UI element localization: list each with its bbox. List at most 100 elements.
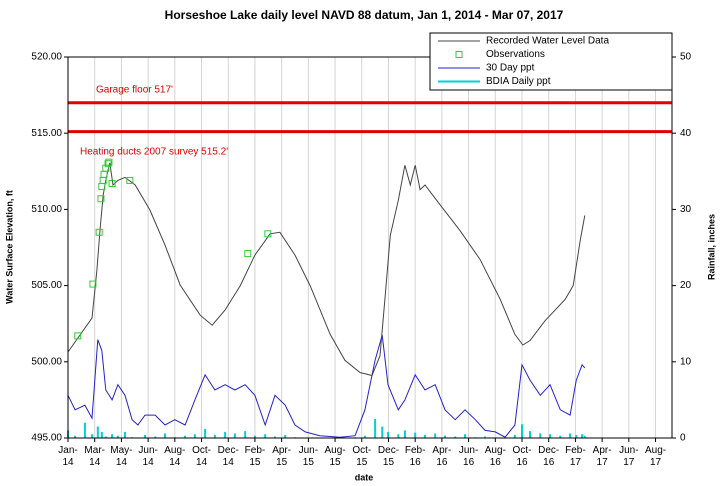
x-tick-label-part: 14	[116, 457, 128, 468]
series-line	[67, 162, 586, 377]
x-tick-label-part: Aug-	[645, 445, 666, 456]
legend-label: BDIA Daily ppt	[486, 76, 551, 87]
x-tick-label-part: Aug-	[324, 445, 345, 456]
x-tick-label-part: Mar-	[84, 445, 105, 456]
x-tick-label: Feb-15	[245, 445, 266, 468]
x-tick-label: Dec-15	[378, 445, 399, 468]
x-tick-label: Feb-17	[565, 445, 586, 468]
observation	[244, 250, 252, 258]
x-tick-label-part: Jun-	[299, 445, 318, 456]
x-tick-label-part: 15	[383, 457, 395, 468]
observation	[74, 332, 82, 340]
x-tick-label-part: Feb-	[245, 445, 266, 456]
x-tick-label: Oct-14	[192, 445, 211, 468]
x-tick-label-part: 15	[356, 457, 368, 468]
x-tick-label-part: 15	[303, 457, 315, 468]
x-tick-label-part: 16	[490, 457, 502, 468]
x-tick-label-part: May-	[110, 445, 132, 456]
x-tick-label-part: Dec-	[538, 445, 559, 456]
y2-tick-label: 30	[680, 204, 692, 215]
x-tick-label: Apr-15	[272, 445, 291, 468]
x-tick-label-part: 17	[597, 457, 609, 468]
annotation: Garage floor 517'	[96, 84, 173, 95]
plot-frame	[67, 56, 673, 439]
y-axis-label: Water Surface Elevation, ft	[4, 190, 14, 304]
x-tick-label-part: 17	[623, 457, 635, 468]
x-tick-label-part: Oct-	[513, 445, 532, 456]
x-tick-label-part: Oct-	[192, 445, 211, 456]
observation	[104, 160, 112, 168]
x-tick-label-part: 16	[516, 457, 528, 468]
x-tick-label-part: Jun-	[619, 445, 638, 456]
x-tick-label-part: Jun-	[138, 445, 157, 456]
y2-tick-label: 50	[680, 52, 692, 63]
x-tick-label: Jun-17	[619, 445, 638, 468]
x-tick-label: Mar-14	[84, 445, 105, 468]
x-tick-label-part: 16	[410, 457, 422, 468]
x-tick-label-part: 16	[543, 457, 555, 468]
x-tick-label: Aug-16	[485, 445, 506, 468]
legend-label: 30 Day ppt	[486, 63, 535, 74]
y2-tick-label: 20	[680, 280, 692, 291]
y-tick-label: 500.00	[31, 356, 62, 367]
x-tick-label-part: Apr-	[432, 445, 451, 456]
x-tick-label-part: 16	[436, 457, 448, 468]
x-tick-label-part: Feb-	[565, 445, 586, 456]
x-tick-label-part: 17	[650, 457, 662, 468]
series-line	[67, 334, 586, 438]
y-tick-label: 510.00	[31, 204, 62, 215]
y-tick-label: 505.00	[31, 280, 62, 291]
y-tick-label: 520.00	[31, 52, 62, 63]
x-tick-label-part: 14	[89, 457, 101, 468]
x-tick-label: Apr-17	[593, 445, 612, 468]
y2-axis-label: Rainfall, inches	[706, 214, 716, 280]
x-tick-label: Oct-15	[352, 445, 371, 468]
x-tick-label: Aug-17	[645, 445, 666, 468]
y2-tick-label: 40	[680, 128, 692, 139]
x-tick-label: Oct-16	[513, 445, 532, 468]
x-tick-label: May-14	[110, 445, 132, 468]
x-tick-label-part: 14	[169, 457, 181, 468]
x-tick-label: Dec-16	[538, 445, 559, 468]
x-tick-label-part: 15	[276, 457, 288, 468]
x-tick-label-part: Apr-	[593, 445, 612, 456]
observation	[264, 230, 272, 238]
x-tick-label-part: 15	[249, 457, 261, 468]
x-tick-label-part: 14	[196, 457, 208, 468]
y-tick-label: 495.00	[31, 433, 62, 444]
x-tick-label: Apr-16	[432, 445, 451, 468]
x-tick-label-part: Apr-	[272, 445, 291, 456]
x-tick-label-part: Aug-	[164, 445, 185, 456]
legend-box	[429, 32, 673, 91]
observation	[89, 280, 97, 288]
annotation: Heating ducts 2007 survey 515.2'	[80, 146, 228, 157]
chart-title: Horseshoe Lake daily level NAVD 88 datum…	[165, 8, 564, 22]
legend-symbol	[455, 51, 463, 58]
observation	[126, 176, 134, 184]
legend-label: Observations	[486, 49, 545, 60]
x-tick-label-part: Dec-	[218, 445, 239, 456]
x-tick-label: Aug-14	[164, 445, 185, 468]
x-tick-label: Aug-15	[324, 445, 345, 468]
x-tick-label-part: 17	[570, 457, 582, 468]
x-tick-label-part: 14	[143, 457, 155, 468]
x-tick-label-part: 14	[62, 457, 74, 468]
y-tick-label: 515.00	[31, 128, 62, 139]
x-tick-label-part: Jan-	[58, 445, 77, 456]
x-tick-label: Feb-16	[405, 445, 426, 468]
x-tick-label: Jun-14	[138, 445, 157, 468]
x-tick-label-part: 14	[223, 457, 235, 468]
observation	[95, 228, 103, 236]
x-tick-label-part: Aug-	[485, 445, 506, 456]
x-tick-label-part: Oct-	[352, 445, 371, 456]
observation	[105, 158, 113, 166]
x-tick-label: Jun-16	[459, 445, 478, 468]
legend-label: Recorded Water Level Data	[486, 36, 609, 47]
x-tick-label-part: Dec-	[378, 445, 399, 456]
observation	[97, 195, 105, 203]
x-tick-label: Dec-14	[218, 445, 239, 468]
y2-tick-label: 0	[680, 433, 686, 444]
x-tick-label-part: 15	[329, 457, 341, 468]
observation	[108, 179, 116, 187]
